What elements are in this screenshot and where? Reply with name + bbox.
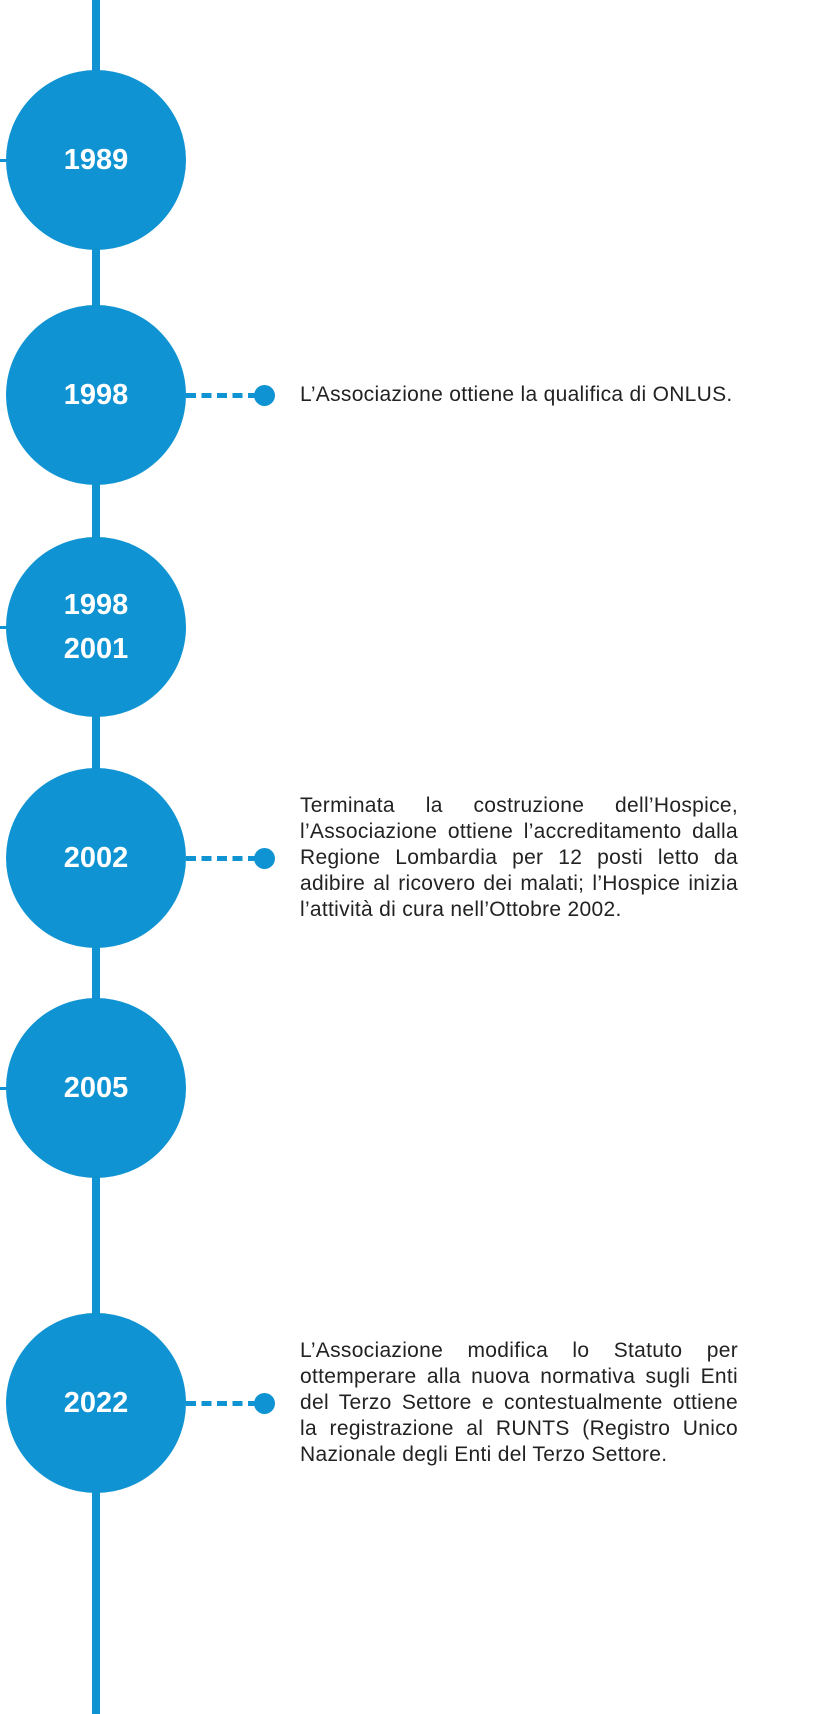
year-circle: 2002 — [6, 768, 186, 948]
year-label: 2005 — [63, 1072, 129, 1104]
connector-dot — [254, 1393, 275, 1414]
event-text: Terminata la costruzione dell’Hospice, l… — [300, 794, 738, 921]
year-label: 2001 — [63, 633, 129, 665]
year-circle: 1989 — [6, 70, 186, 250]
year-label: 1989 — [63, 144, 129, 176]
connector — [186, 393, 258, 398]
connector — [186, 1401, 258, 1406]
connector-dot — [254, 848, 275, 869]
year-circle: 2005 — [6, 998, 186, 1178]
year-circle: 1998 — [6, 305, 186, 485]
year-label: 1998 — [63, 379, 129, 411]
event-text: L’Associazione ottiene la qualifica di O… — [300, 383, 733, 406]
year-label: 1998 — [63, 589, 129, 621]
year-circle: 1998 2001 — [6, 537, 186, 717]
year-circle: 2022 — [6, 1313, 186, 1493]
connector-dot — [254, 385, 275, 406]
connector — [186, 856, 258, 861]
year-label: 2022 — [63, 1387, 129, 1419]
year-label: 2002 — [63, 842, 129, 874]
event-text: L’Associazione modifica lo Statuto per o… — [300, 1339, 738, 1466]
